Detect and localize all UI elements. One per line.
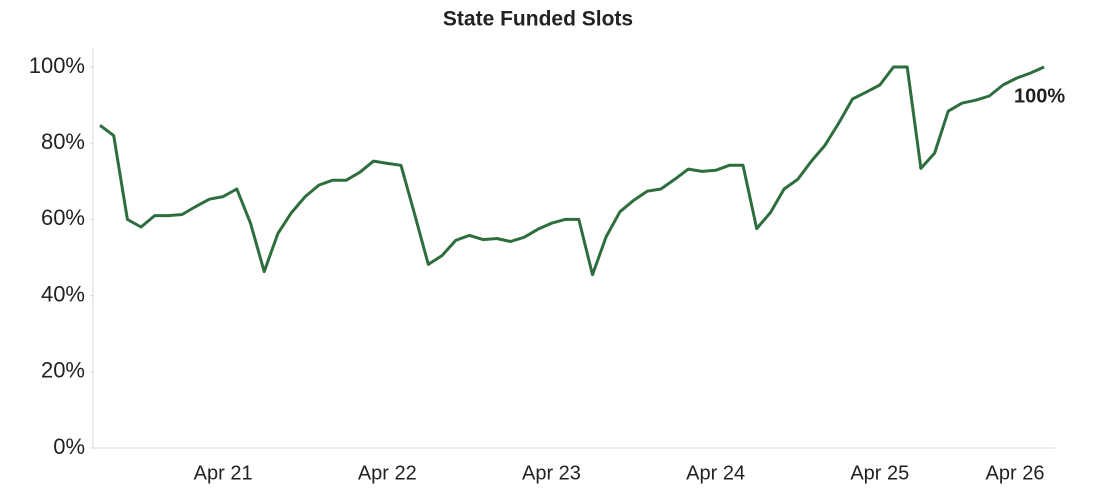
data-label: 100%: [1014, 85, 1065, 107]
x-tick-label: Apr 25: [850, 462, 909, 484]
chart-title: State Funded Slots: [443, 8, 633, 31]
x-tick-label: Apr 24: [686, 462, 745, 484]
x-tick-label: Apr 23: [522, 462, 581, 484]
x-tick-label: Apr 21: [194, 462, 253, 484]
x-tick-label: Apr 26: [986, 462, 1045, 484]
y-tick-label: 60%: [41, 205, 85, 230]
y-tick-label: 20%: [41, 358, 85, 383]
y-tick-label: 80%: [41, 129, 85, 154]
line-series: [99, 65, 1045, 277]
x-tick-label: Apr 22: [358, 462, 417, 484]
y-tick-label: 0%: [53, 434, 85, 459]
y-tick-label: 100%: [29, 53, 85, 78]
y-tick-label: 40%: [41, 281, 85, 306]
